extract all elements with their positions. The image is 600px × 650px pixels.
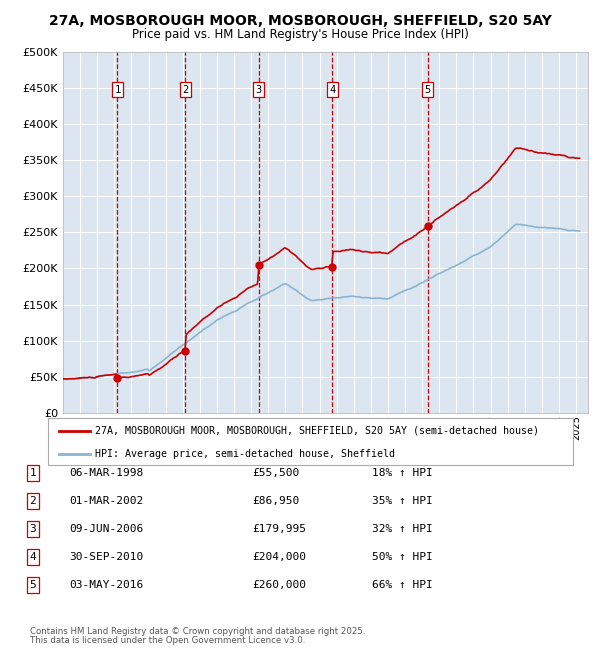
Text: 01-MAR-2002: 01-MAR-2002 (69, 496, 143, 506)
Text: 1: 1 (29, 468, 37, 478)
Text: 2: 2 (29, 496, 37, 506)
Text: Price paid vs. HM Land Registry's House Price Index (HPI): Price paid vs. HM Land Registry's House … (131, 28, 469, 41)
Text: 50% ↑ HPI: 50% ↑ HPI (372, 552, 433, 562)
Text: 18% ↑ HPI: 18% ↑ HPI (372, 468, 433, 478)
Text: 09-JUN-2006: 09-JUN-2006 (69, 524, 143, 534)
Text: 35% ↑ HPI: 35% ↑ HPI (372, 496, 433, 506)
Text: 5: 5 (425, 85, 431, 95)
Text: 03-MAY-2016: 03-MAY-2016 (69, 580, 143, 590)
Text: £204,000: £204,000 (252, 552, 306, 562)
Text: £55,500: £55,500 (252, 468, 299, 478)
Text: 4: 4 (29, 552, 37, 562)
Text: Contains HM Land Registry data © Crown copyright and database right 2025.: Contains HM Land Registry data © Crown c… (30, 627, 365, 636)
Text: 3: 3 (29, 524, 37, 534)
Text: £260,000: £260,000 (252, 580, 306, 590)
Text: 32% ↑ HPI: 32% ↑ HPI (372, 524, 433, 534)
Text: 3: 3 (256, 85, 262, 95)
Text: 27A, MOSBOROUGH MOOR, MOSBOROUGH, SHEFFIELD, S20 5AY (semi-detached house): 27A, MOSBOROUGH MOOR, MOSBOROUGH, SHEFFI… (95, 426, 539, 436)
FancyBboxPatch shape (48, 418, 573, 465)
Text: £86,950: £86,950 (252, 496, 299, 506)
Text: 66% ↑ HPI: 66% ↑ HPI (372, 580, 433, 590)
Text: This data is licensed under the Open Government Licence v3.0.: This data is licensed under the Open Gov… (30, 636, 305, 645)
Text: HPI: Average price, semi-detached house, Sheffield: HPI: Average price, semi-detached house,… (95, 449, 395, 460)
Text: 06-MAR-1998: 06-MAR-1998 (69, 468, 143, 478)
Text: 27A, MOSBOROUGH MOOR, MOSBOROUGH, SHEFFIELD, S20 5AY: 27A, MOSBOROUGH MOOR, MOSBOROUGH, SHEFFI… (49, 14, 551, 29)
Text: £179,995: £179,995 (252, 524, 306, 534)
Text: 2: 2 (182, 85, 188, 95)
Text: 1: 1 (114, 85, 121, 95)
Text: 5: 5 (29, 580, 37, 590)
Text: 4: 4 (329, 85, 335, 95)
Text: 30-SEP-2010: 30-SEP-2010 (69, 552, 143, 562)
